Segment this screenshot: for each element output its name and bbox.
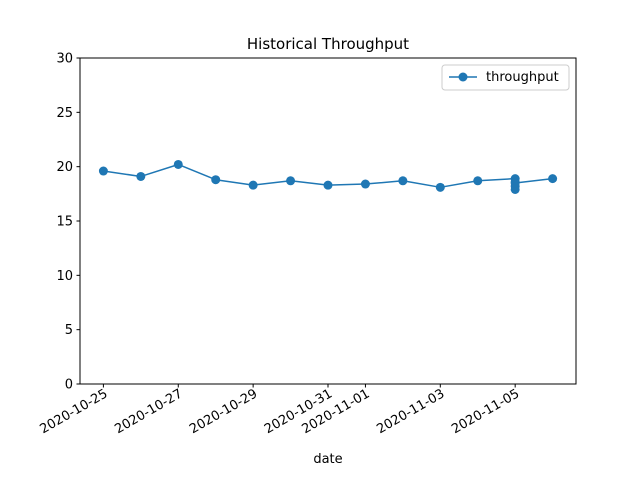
y-tick-label: 0 [65, 378, 73, 393]
y-tick-label: 5 [65, 323, 73, 338]
y-tick-label: 20 [56, 160, 73, 175]
data-point [360, 179, 370, 189]
data-point [211, 175, 221, 185]
data-point [510, 178, 520, 188]
legend-marker-swatch [458, 72, 468, 82]
y-tick-label: 25 [56, 106, 73, 121]
data-point [398, 176, 408, 186]
data-point [548, 174, 558, 184]
legend-box [441, 64, 570, 91]
data-point [173, 159, 183, 169]
data-point [248, 180, 258, 190]
data-point [323, 180, 333, 190]
data-point [136, 171, 146, 181]
y-axis-ticks: 0 5 10 15 20 25 30 [56, 52, 80, 393]
data-point [473, 176, 483, 186]
legend: throughput [441, 64, 570, 91]
series-layer [98, 159, 558, 194]
y-tick-label: 30 [56, 52, 73, 67]
data-point [286, 176, 296, 186]
plot-frame [79, 57, 577, 385]
legend-label-throughput: throughput [486, 70, 559, 85]
y-tick-label: 10 [56, 269, 73, 284]
chart-title: Historical Throughput [247, 35, 409, 53]
data-point [510, 184, 520, 194]
data-point [435, 182, 445, 192]
y-tick-label: 15 [56, 215, 73, 230]
x-axis-label: date [313, 452, 342, 467]
data-point [98, 166, 108, 176]
